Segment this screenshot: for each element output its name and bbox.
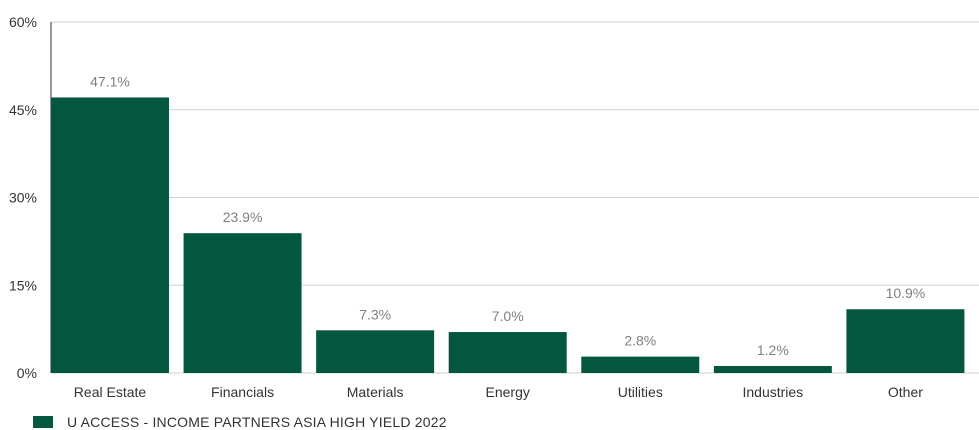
category-label: Financials xyxy=(211,384,274,400)
data-label: 23.9% xyxy=(223,209,263,225)
bar xyxy=(713,365,832,373)
bar xyxy=(316,330,435,373)
data-label: 7.3% xyxy=(359,306,391,322)
data-label: 1.2% xyxy=(757,342,789,358)
category-label: Energy xyxy=(486,384,530,400)
y-tick-label: 0% xyxy=(17,365,37,381)
legend: U ACCESS - INCOME PARTNERS ASIA HIGH YIE… xyxy=(33,414,447,430)
bars xyxy=(51,97,965,373)
data-label: 47.1% xyxy=(90,73,130,89)
category-label: Real Estate xyxy=(74,384,147,400)
legend-label: U ACCESS - INCOME PARTNERS ASIA HIGH YIE… xyxy=(67,414,447,430)
bar xyxy=(448,332,567,373)
y-tick-label: 30% xyxy=(9,190,37,206)
y-axis-tick-labels: 0% 15% 30% 45% 60% xyxy=(9,14,37,381)
category-label: Utilities xyxy=(618,384,663,400)
category-label: Materials xyxy=(347,384,404,400)
legend-swatch xyxy=(33,416,53,428)
category-label: Other xyxy=(888,384,923,400)
data-label: 7.0% xyxy=(492,308,524,324)
y-tick-label: 60% xyxy=(9,14,37,30)
category-label: Industries xyxy=(742,384,803,400)
bar xyxy=(51,97,169,373)
data-label: 10.9% xyxy=(886,285,926,301)
y-tick-label: 45% xyxy=(9,102,37,118)
x-axis-category-labels: Real Estate Financials Materials Energy Util… xyxy=(74,384,923,400)
bar-chart: 0% 15% 30% 45% 60% 47.1% 23.9% 7.3% 7.0% 2.8% 1.2… xyxy=(9,14,979,400)
bar xyxy=(183,233,302,373)
bar xyxy=(581,356,700,373)
data-labels: 47.1% 23.9% 7.3% 7.0% 2.8% 1.2% 10.9% xyxy=(90,73,925,358)
bar xyxy=(846,309,965,373)
data-label: 2.8% xyxy=(624,333,656,349)
y-tick-label: 15% xyxy=(9,277,37,293)
